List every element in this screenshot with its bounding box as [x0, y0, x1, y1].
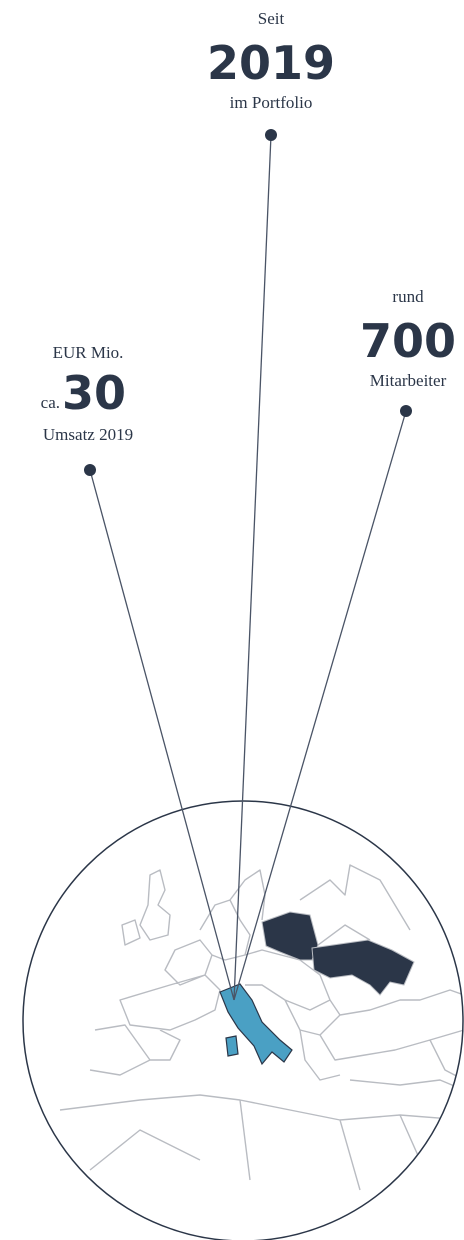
stat-top: EUR Mio.: [53, 343, 124, 362]
dot: [265, 129, 277, 141]
poland: [261, 911, 319, 961]
stat-top: Seit: [258, 9, 285, 28]
map: [23, 801, 463, 1240]
ukraine: [311, 939, 415, 996]
connector: [233, 410, 407, 1001]
map-borders: [59, 864, 463, 1201]
connector: [89, 469, 235, 1001]
stat-value: 2019: [207, 36, 335, 90]
stat-bottom: Umsatz 2019: [43, 425, 133, 444]
stat-value: 30: [62, 366, 126, 420]
stat-bottom: Mitarbeiter: [370, 371, 447, 390]
stat-top: rund: [392, 287, 424, 306]
connectors: [89, 134, 407, 1001]
italy: [219, 983, 293, 1066]
stat-value: 700: [360, 314, 456, 368]
dot: [400, 405, 412, 417]
dot: [84, 464, 96, 476]
stat-prefix: ca.: [41, 393, 60, 412]
stat-bottom: im Portfolio: [230, 93, 313, 112]
connector: [233, 134, 272, 1001]
